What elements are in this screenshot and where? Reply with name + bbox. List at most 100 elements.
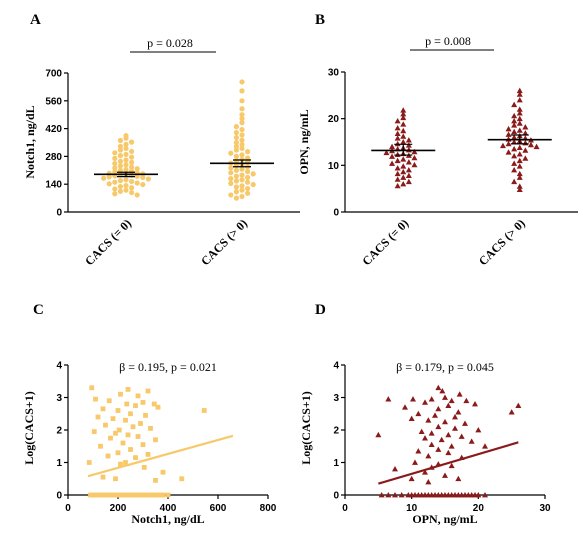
data-point bbox=[123, 177, 129, 183]
data-point bbox=[148, 425, 153, 431]
data-point bbox=[228, 180, 234, 187]
data-point bbox=[400, 174, 407, 180]
data-point bbox=[123, 135, 129, 141]
category-label: CACS (= 0) bbox=[82, 216, 134, 268]
data-point bbox=[400, 168, 407, 175]
data-point bbox=[422, 435, 428, 441]
data-point bbox=[123, 145, 129, 152]
data-point bbox=[117, 188, 123, 194]
data-point bbox=[112, 169, 118, 175]
data-point bbox=[116, 427, 122, 433]
data-point bbox=[482, 443, 488, 449]
group-1 bbox=[371, 107, 436, 189]
data-point bbox=[129, 185, 135, 191]
data-point bbox=[462, 420, 468, 426]
data-point bbox=[445, 431, 452, 438]
data-point bbox=[179, 476, 185, 482]
data-point bbox=[400, 156, 407, 162]
data-point bbox=[516, 163, 523, 169]
panel-letter: B bbox=[315, 12, 325, 28]
y-axis-title: Notch1, ng/dL bbox=[23, 105, 37, 178]
data-point bbox=[115, 408, 121, 413]
data-point bbox=[110, 416, 116, 422]
data-point bbox=[228, 165, 234, 171]
data-point bbox=[233, 184, 239, 190]
data-point bbox=[95, 414, 101, 420]
data-point bbox=[435, 384, 442, 391]
data-point bbox=[422, 469, 428, 475]
data-point bbox=[458, 433, 465, 439]
data-point bbox=[455, 409, 462, 415]
y-tick-label: 1 bbox=[333, 458, 339, 469]
data-point bbox=[405, 159, 412, 165]
data-point bbox=[155, 492, 161, 498]
data-point bbox=[100, 474, 106, 480]
y-tick-label: 280 bbox=[45, 152, 62, 163]
data-point bbox=[522, 155, 529, 161]
data-point bbox=[134, 166, 140, 172]
y-tick-label: 3 bbox=[56, 393, 62, 404]
data-point bbox=[101, 175, 107, 181]
data-point bbox=[516, 87, 523, 94]
data-point bbox=[400, 133, 407, 139]
data-point bbox=[435, 446, 442, 452]
category-label: CACS (> 0) bbox=[476, 216, 528, 268]
y-tick-label: 0 bbox=[333, 208, 339, 219]
y-tick-label: 30 bbox=[328, 68, 340, 79]
x-tick-label: 30 bbox=[539, 503, 551, 514]
data-point bbox=[103, 492, 108, 498]
data-point bbox=[129, 178, 135, 185]
panel-c: C 0 1 2 3 4 Log(CACS+1) 0 200 400 600 800 Notch1, ng… bbox=[22, 302, 277, 526]
data-point bbox=[455, 475, 462, 482]
data-point bbox=[448, 397, 455, 404]
data-point bbox=[445, 402, 452, 409]
data-point bbox=[475, 492, 482, 498]
data-point bbox=[125, 432, 131, 438]
data-point bbox=[411, 154, 418, 161]
data-point bbox=[148, 492, 153, 498]
data-point bbox=[527, 141, 534, 148]
data-point bbox=[113, 476, 118, 482]
data-point bbox=[385, 492, 392, 498]
data-point bbox=[405, 178, 412, 185]
data-point bbox=[120, 440, 126, 446]
data-point bbox=[516, 110, 523, 116]
y-tick-label: 0 bbox=[56, 208, 62, 219]
data-point bbox=[428, 430, 435, 436]
data-point bbox=[140, 181, 146, 188]
data-point bbox=[239, 166, 245, 172]
data-point bbox=[88, 492, 93, 498]
y-tick-label: 0 bbox=[56, 491, 62, 502]
y-tick-label: 700 bbox=[45, 69, 62, 80]
data-point bbox=[511, 134, 518, 140]
data-point bbox=[129, 159, 135, 165]
data-point bbox=[522, 130, 529, 136]
data-point bbox=[134, 180, 140, 186]
data-point bbox=[522, 139, 529, 146]
data-point bbox=[117, 153, 123, 159]
data-point bbox=[228, 192, 234, 198]
data-point bbox=[233, 173, 239, 179]
data-point bbox=[405, 172, 412, 178]
data-point bbox=[239, 98, 245, 104]
data-point bbox=[511, 160, 518, 166]
data-point bbox=[516, 151, 523, 157]
data-point bbox=[516, 183, 523, 189]
data-point bbox=[93, 396, 98, 402]
data-point bbox=[130, 492, 136, 498]
data-point bbox=[123, 157, 129, 163]
data-point bbox=[499, 142, 506, 149]
data-point bbox=[239, 172, 245, 178]
data-point bbox=[245, 168, 251, 175]
data-point bbox=[511, 167, 518, 173]
regression-annotation: β = 0.179, p = 0.045 bbox=[396, 360, 494, 374]
x-tick-label: 600 bbox=[210, 503, 227, 514]
data-point bbox=[516, 97, 523, 103]
data-point bbox=[400, 107, 407, 113]
panel-d: D 0 1 2 3 4 Log(CACS+1) 0 10 20 30 OPN, ng/mL β = 0.… bbox=[299, 302, 551, 526]
data-point bbox=[123, 141, 129, 148]
data-point bbox=[239, 126, 245, 133]
data-point bbox=[123, 162, 129, 168]
data-point bbox=[150, 492, 156, 498]
